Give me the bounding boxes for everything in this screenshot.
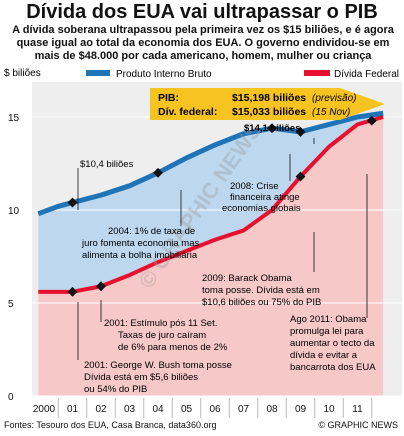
y-tick-label: 10: [8, 206, 20, 217]
x-tick-label: 05: [181, 404, 193, 415]
gap-area: [38, 113, 384, 292]
callout-box: PIB: $15,198 biliões (previsão) Dív. fed…: [150, 88, 385, 120]
callout-debt-value: $15,033 biliões: [232, 106, 306, 118]
x-tick-label: 02: [95, 404, 107, 415]
x-tick-label: 04: [152, 404, 164, 415]
x-tick-label: 09: [295, 404, 307, 415]
annotation-gdp-2000: $10,4 biliões: [80, 159, 134, 170]
x-tick-label: 03: [124, 404, 136, 415]
annotation-line: bancarrota dos EUA: [290, 362, 376, 373]
annotation-line: financeira atinge: [230, 192, 300, 203]
annotation-2008: 2008: Crise financeira atinge economias …: [222, 181, 302, 214]
annotation-2004: 2004: 1% de taxa de juro fomenta economi…: [81, 226, 202, 261]
annotation-line: $10,6 biliões ou 75% do PIB: [202, 297, 321, 308]
debt-area: [38, 117, 384, 396]
annotation-line: $10,4 biliões: [80, 159, 134, 170]
y-tick-label: 5: [8, 299, 14, 310]
legend-label-debt: Dívida Federal: [334, 69, 399, 80]
y-axis-label: $ biliões: [4, 68, 41, 79]
annotation-gdp-2008: $14,1 biliões: [244, 123, 301, 134]
annotation-line: 2001: Estímulo pós 11 Set.: [104, 318, 217, 329]
gdp-marker: [295, 126, 306, 137]
callout-debt-label: Dív. federal:: [158, 106, 217, 118]
callout-pib-value: $15,198 biliões: [232, 92, 306, 104]
brand-credit: © GRAPHIC NEWS: [318, 420, 398, 430]
annotation-line: promulga lei para: [290, 326, 364, 337]
annotation-line: dívida e evitar a: [290, 350, 358, 361]
chart-title: Dívida dos EUA vai ultrapassar o PIB: [26, 1, 378, 23]
debt-marker: [295, 171, 306, 182]
annotation-line: Dívida está em $5,6 biliões: [84, 372, 198, 383]
y-tick-label: 15: [8, 113, 20, 124]
annotation-2009: 2009: Barack Obama toma posse. Dívida es…: [202, 273, 322, 308]
annotation-line: Ago 2011: Obama: [290, 314, 367, 325]
source-note: Fontes: Tesouro dos EUA, Casa Branca, da…: [4, 420, 217, 430]
annotation-line: ou 54% do PIB: [84, 384, 147, 395]
annotation-line: 2004: 1% de taxa de: [108, 226, 195, 237]
annotation-2001-stimulus: 2001: Estímulo pós 11 Set. Taxas de juro…: [104, 318, 228, 353]
debt-line: [38, 115, 384, 294]
x-tick-label: 07: [238, 404, 250, 415]
callout-debt-note: (15 Nov): [312, 107, 350, 118]
annotation-line: aumentar o tecto da: [290, 338, 375, 349]
annotation-line: 2001: George W. Bush toma posse: [84, 360, 232, 371]
annotation-line: 2009: Barack Obama: [202, 273, 292, 284]
gdp-marker: [67, 197, 78, 208]
annotation-line: 2008: Crise: [230, 181, 279, 192]
legend-swatch-gdp: [86, 70, 110, 76]
x-tick-label: 06: [209, 404, 221, 415]
callout-pib-note: (previsão): [312, 93, 356, 104]
annotation-line: toma posse. Dívida está em: [202, 285, 320, 296]
x-tick-label: 2000: [33, 404, 56, 415]
annotation-line: de 6% para menos de 2%: [118, 342, 228, 353]
chart-subtitle: A dívida soberana ultrapassou pela prime…: [12, 24, 394, 62]
gdp-marker: [153, 167, 163, 178]
annotation-line: juro fomenta economia mas: [81, 238, 199, 249]
callout-background: [150, 88, 385, 120]
annotation-2011: Ago 2011: Obama promulga lei para aument…: [290, 314, 377, 373]
annotation-2001-bush: 2001: George W. Bush toma posse Dívida e…: [84, 360, 235, 395]
y-tick-label: 0: [8, 392, 14, 403]
gdp-line: [37, 110, 384, 217]
x-tick-label: 10: [323, 404, 335, 415]
x-tick-label: 08: [266, 404, 278, 415]
legend-swatch-debt: [304, 70, 330, 76]
annotation-connectors: [77, 138, 368, 360]
legend-label-gdp: Produto Interno Bruto: [116, 69, 212, 80]
callout-pib-label: PIB:: [158, 92, 179, 104]
x-tick-label: 01: [67, 404, 79, 415]
annotation-line: $14,1 biliões: [244, 123, 301, 134]
annotation-line: economias globais: [222, 203, 301, 214]
annotation-line: alimenta a bolha imobiliária: [82, 250, 198, 261]
x-tick-label: 11: [352, 404, 363, 415]
annotation-line: Taxas de juro caíram: [118, 330, 206, 341]
